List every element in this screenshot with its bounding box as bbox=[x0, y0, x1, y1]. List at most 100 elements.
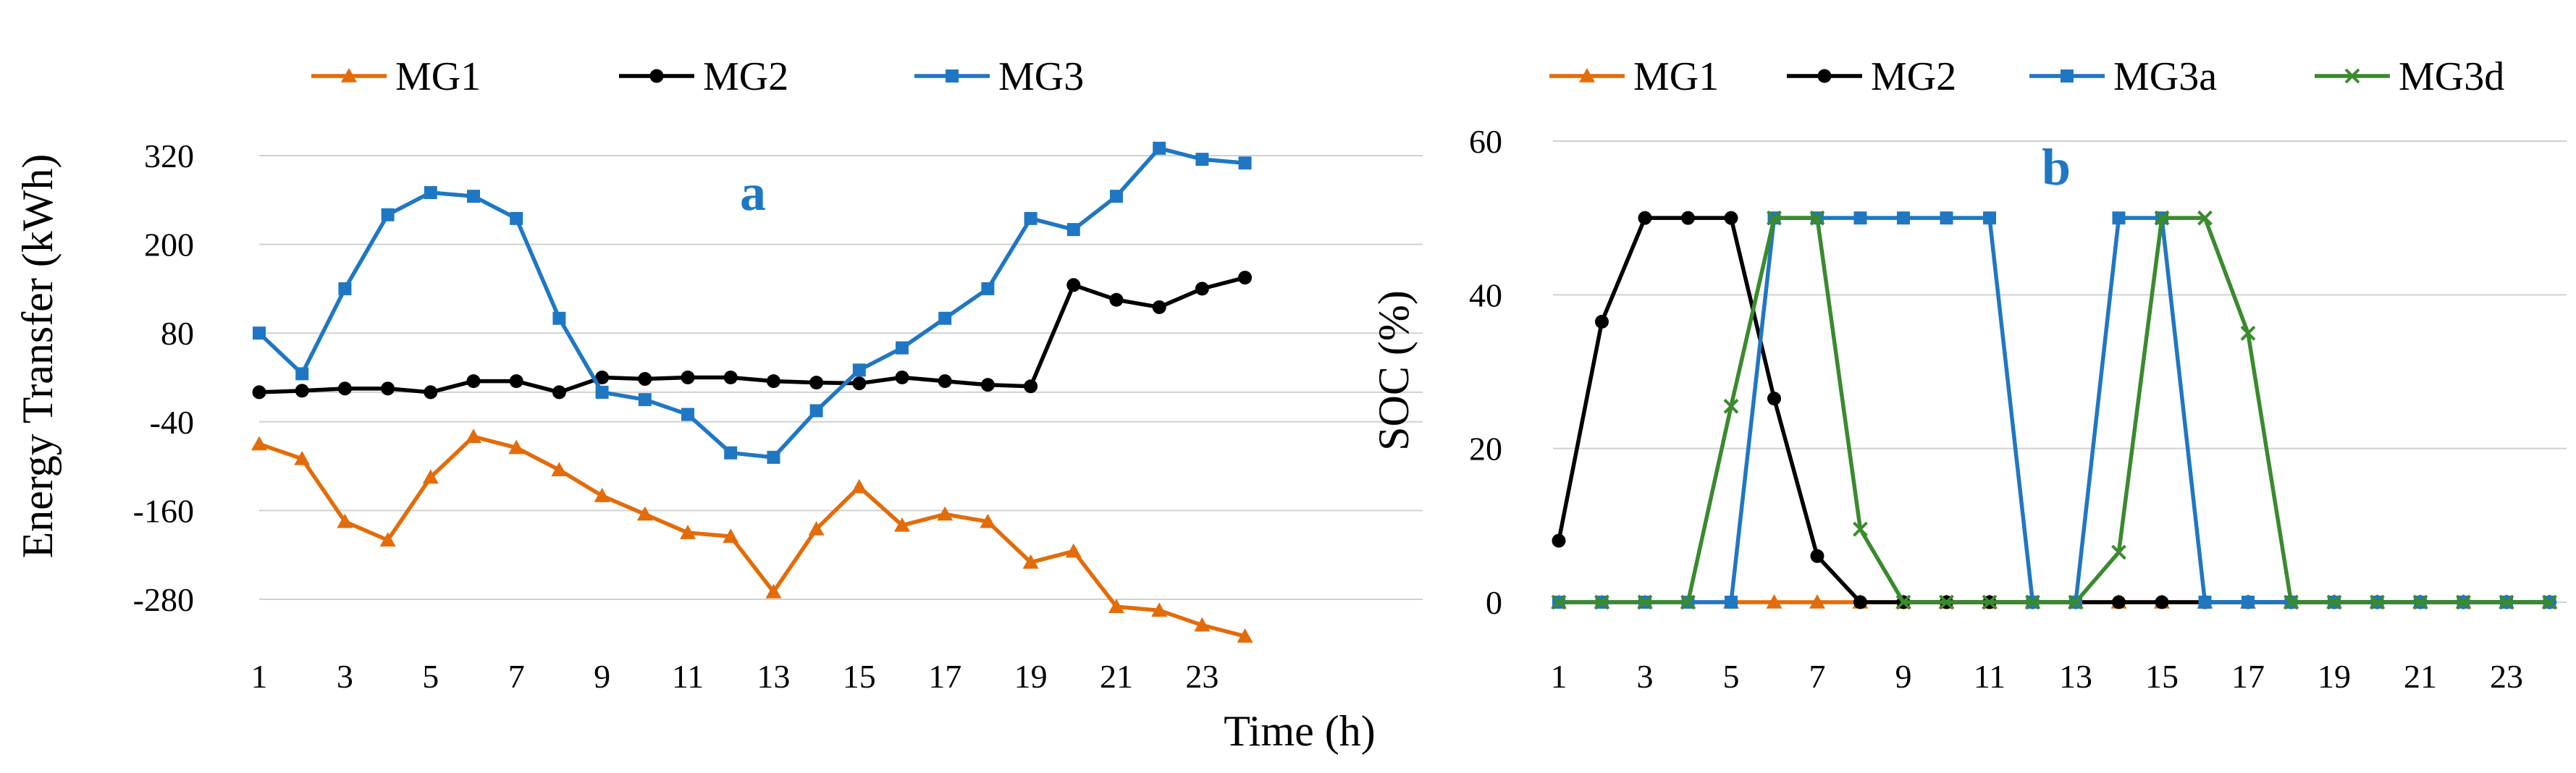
panel-a-mg1-point bbox=[337, 513, 353, 528]
panel-a-series-mg2 bbox=[252, 271, 1253, 400]
panel-a-mg1-point bbox=[422, 469, 439, 484]
panel-a-mg2-point bbox=[723, 371, 738, 384]
panel-a-mg3-point bbox=[809, 404, 823, 418]
panel-b-mg2-line bbox=[1557, 216, 2550, 604]
panel-a-mg1-point bbox=[765, 583, 782, 599]
legend-label: MG1 bbox=[1633, 54, 1719, 99]
panel-a-mg1-point bbox=[723, 528, 739, 543]
panel-a-mg3-point bbox=[253, 326, 266, 340]
panel-b-mg2-point bbox=[1767, 392, 1781, 406]
panel-b-mg2-point bbox=[2112, 595, 2126, 609]
panel-a-y-ticks: 320 200 80 -40 -160 -280 bbox=[133, 138, 194, 618]
legend-label: MG1 bbox=[395, 54, 481, 99]
panel-b-x-tick-label: 23 bbox=[2490, 658, 2523, 695]
panel-a-y-tick-label: -160 bbox=[133, 492, 194, 529]
panel-b-mg3d-point bbox=[2542, 594, 2557, 610]
panel-b-mg3d-point bbox=[1637, 594, 1653, 610]
panel-b-mg2-point bbox=[2155, 595, 2169, 609]
panel-a-legend-item-mg2: MG2 bbox=[619, 54, 788, 99]
panel-a-mg3-point bbox=[896, 341, 909, 355]
panel-a-mg3-point bbox=[467, 190, 480, 203]
panel-b-mg3d-point bbox=[2456, 594, 2471, 610]
shared-x-axis-title: Time (h) bbox=[1224, 707, 1375, 755]
legend-label: MG3d bbox=[2399, 54, 2504, 99]
panel-a-series-mg1 bbox=[251, 428, 1253, 643]
panel-b-mg3a-line bbox=[1559, 216, 2550, 604]
panel-a-mg2-point bbox=[466, 374, 481, 389]
panel-b-mg3d-point bbox=[1767, 210, 1782, 226]
panel-a-mg2-point bbox=[809, 376, 824, 390]
panel-a-mg2-point bbox=[938, 374, 952, 389]
panel-a-mg2-point bbox=[852, 376, 867, 391]
panel-a-mg1-point bbox=[808, 520, 825, 536]
panel-b-mg3a-point bbox=[2242, 596, 2255, 609]
panel-b-mg3d-point bbox=[1939, 594, 1954, 610]
panel-a-mg2-point bbox=[895, 371, 909, 384]
panel-b-y-tick-label: 60 bbox=[1469, 123, 1502, 160]
panel-b-legend-item-mg3a: MG3a bbox=[2029, 54, 2217, 99]
panel-a-mg1-point bbox=[1194, 617, 1211, 632]
panel-a-y-tick-label: -40 bbox=[150, 404, 194, 441]
panel-a-mg1-point bbox=[294, 450, 311, 465]
panel-b-mg3d-point bbox=[1723, 398, 1739, 414]
panel-b-mg3a-point bbox=[1983, 211, 1996, 225]
panel-a-mg1-point bbox=[466, 428, 481, 444]
panel-b-y-ticks: 60 40 20 0 bbox=[1469, 123, 1502, 621]
panel-a-mg2-point bbox=[1109, 292, 1124, 307]
panel-a-mg2-point bbox=[295, 384, 309, 398]
panel-a-mg3-point bbox=[510, 211, 523, 225]
panel-b-y-tick-label: 20 bbox=[1469, 431, 1502, 468]
panel-a-mg3-point bbox=[338, 282, 352, 295]
panel-a-label: a bbox=[740, 164, 766, 221]
panel-b-x-tick-label: 5 bbox=[1723, 658, 1740, 695]
legend-marker bbox=[649, 69, 664, 83]
panel-a-mg3-point bbox=[1195, 153, 1209, 166]
panel-a-mg2-point bbox=[552, 385, 566, 400]
panel-b-mg3d-point bbox=[1809, 210, 1825, 226]
panel-a-mg3-point bbox=[595, 385, 609, 399]
panel-a-mg2-point bbox=[509, 374, 523, 389]
legend-marker bbox=[1817, 69, 1832, 83]
panel-a-x-tick-label: 7 bbox=[508, 658, 525, 695]
panel-b-x-tick-label: 9 bbox=[1895, 658, 1912, 695]
panel-b-x-ticks: 1 3 5 7 9 11 13 15 17 19 21 23 bbox=[1551, 658, 2524, 695]
panel-a-mg3-point bbox=[1153, 141, 1166, 155]
panel-a-mg3-point bbox=[767, 450, 780, 464]
panel-a-x-tick-label: 13 bbox=[757, 658, 790, 695]
panel-a-mg3-point bbox=[424, 186, 437, 200]
panel-b-mg2-point bbox=[1595, 314, 1609, 329]
panel-a-mg3-point bbox=[724, 446, 738, 460]
panel-b-mg3d-line bbox=[1559, 216, 2550, 604]
panel-b-mg3d-point bbox=[1853, 521, 1868, 537]
panel-a-x-tick-label: 3 bbox=[337, 658, 353, 695]
panel-b-mg3d-point bbox=[2499, 594, 2514, 610]
panel-a-mg1-point bbox=[1065, 543, 1082, 558]
panel-a-mg1-point bbox=[594, 487, 610, 502]
panel-b-x-tick-label: 3 bbox=[1637, 658, 1654, 695]
panel-b-x-tick-label: 15 bbox=[2145, 658, 2179, 695]
panel-b-mg3d-point bbox=[2240, 326, 2256, 341]
panel-b-x-tick-label: 1 bbox=[1551, 658, 1567, 695]
panel-b-mg2-point bbox=[1853, 595, 1867, 609]
panel-a-mg3-point bbox=[938, 311, 952, 325]
panel-b-mg3d-point bbox=[2197, 210, 2213, 226]
panel-a-mg2-point bbox=[1066, 278, 1081, 292]
panel-a-mg1-point bbox=[636, 506, 653, 521]
panel-a-x-tick-label: 21 bbox=[1100, 658, 1133, 695]
panel-a-mg2-point bbox=[766, 374, 780, 389]
panel-b-mg3d-point bbox=[1982, 594, 1998, 610]
panel-b-series-mg3a bbox=[1552, 211, 2556, 609]
panel-b-mg3d-point bbox=[2412, 594, 2428, 610]
panel-b-y-tick-label: 0 bbox=[1486, 584, 1502, 621]
panel-a-mg3-point bbox=[295, 367, 309, 381]
panel-b-x-tick-label: 13 bbox=[2059, 658, 2092, 695]
panel-b-mg2-point bbox=[1810, 549, 1824, 563]
panel-b-y-axis-title: SOC (%) bbox=[1370, 290, 1418, 451]
panel-a-y-tick-label: -280 bbox=[133, 581, 194, 618]
panel-a-mg1-point bbox=[894, 517, 910, 532]
panel-a-mg3-point bbox=[1110, 190, 1123, 203]
panel-b-mg3a-point bbox=[1725, 596, 1738, 609]
panel-b-mg2-point bbox=[1552, 533, 1566, 548]
